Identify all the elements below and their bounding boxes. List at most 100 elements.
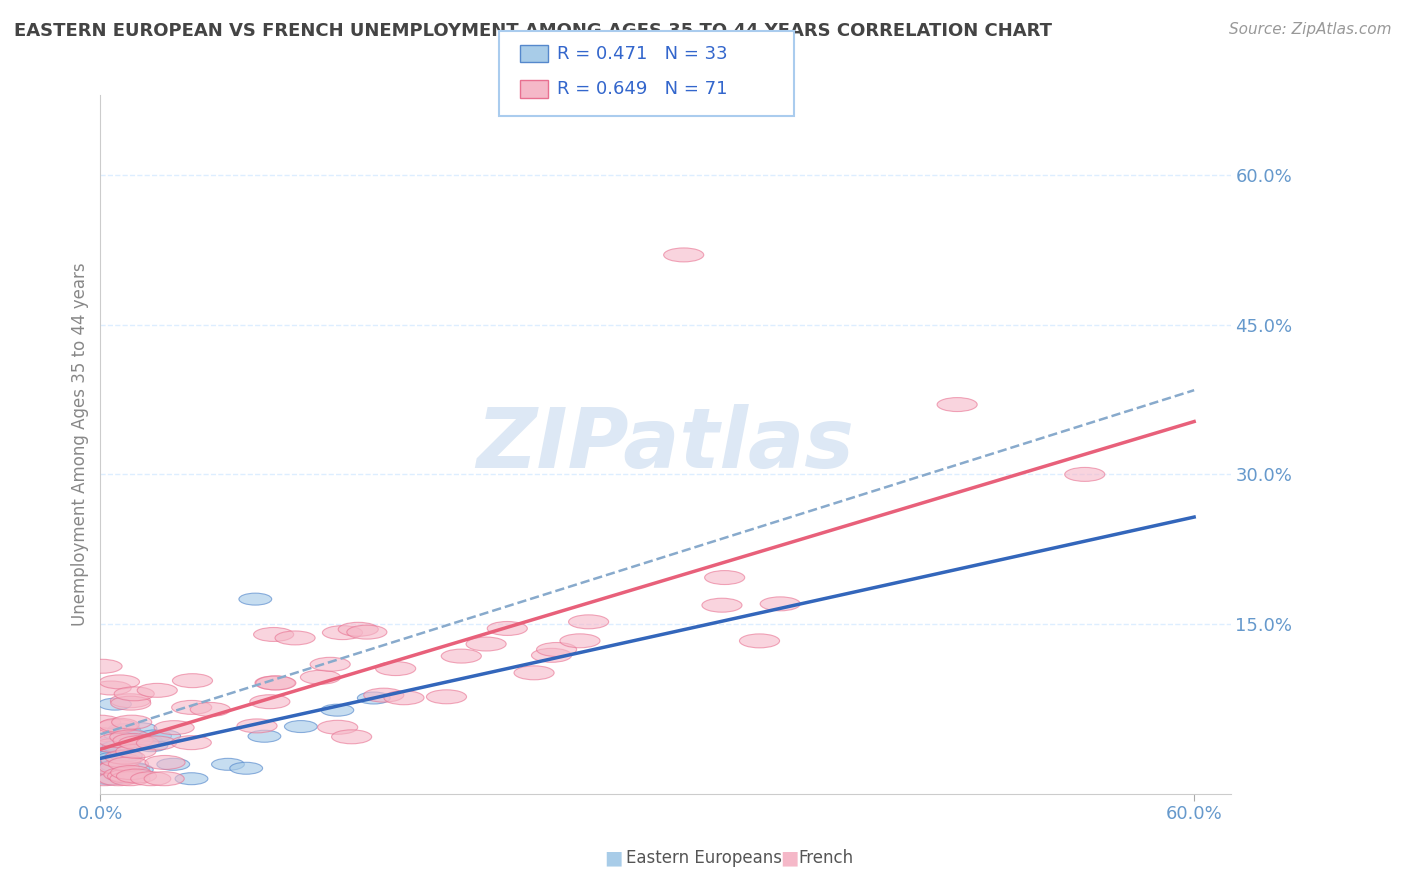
Ellipse shape: [103, 740, 135, 753]
Ellipse shape: [190, 702, 231, 716]
Ellipse shape: [105, 750, 145, 764]
Ellipse shape: [82, 728, 121, 742]
Ellipse shape: [93, 738, 127, 749]
Ellipse shape: [111, 715, 152, 729]
Ellipse shape: [515, 665, 554, 680]
Ellipse shape: [321, 704, 354, 716]
Ellipse shape: [364, 688, 404, 702]
Ellipse shape: [112, 729, 146, 740]
Ellipse shape: [936, 398, 977, 411]
Ellipse shape: [112, 733, 153, 747]
Ellipse shape: [145, 772, 184, 786]
Ellipse shape: [568, 615, 609, 629]
Ellipse shape: [761, 597, 800, 611]
Ellipse shape: [97, 719, 138, 733]
Ellipse shape: [94, 739, 134, 753]
Ellipse shape: [176, 772, 208, 785]
Ellipse shape: [211, 758, 245, 771]
Ellipse shape: [90, 764, 122, 776]
Ellipse shape: [101, 754, 141, 767]
Ellipse shape: [173, 673, 212, 688]
Text: ZIPatlas: ZIPatlas: [477, 404, 855, 485]
Ellipse shape: [84, 772, 124, 786]
Ellipse shape: [238, 719, 277, 733]
Ellipse shape: [97, 764, 129, 777]
Ellipse shape: [347, 625, 387, 640]
Ellipse shape: [276, 631, 315, 645]
Ellipse shape: [129, 734, 162, 747]
Ellipse shape: [704, 571, 745, 584]
Ellipse shape: [318, 721, 357, 734]
Ellipse shape: [135, 739, 167, 752]
Ellipse shape: [560, 634, 600, 648]
Ellipse shape: [740, 634, 779, 648]
Ellipse shape: [339, 623, 378, 636]
Ellipse shape: [284, 721, 318, 732]
Y-axis label: Unemployment Among Ages 35 to 44 years: Unemployment Among Ages 35 to 44 years: [72, 262, 89, 626]
Ellipse shape: [155, 721, 194, 735]
Ellipse shape: [247, 731, 281, 742]
Text: Eastern Europeans: Eastern Europeans: [626, 849, 782, 867]
Ellipse shape: [124, 723, 157, 735]
Ellipse shape: [239, 593, 271, 605]
Ellipse shape: [117, 763, 149, 774]
Ellipse shape: [100, 760, 139, 774]
Ellipse shape: [256, 676, 295, 690]
Ellipse shape: [98, 733, 138, 747]
Ellipse shape: [254, 676, 295, 690]
Ellipse shape: [322, 625, 363, 640]
Ellipse shape: [100, 760, 134, 772]
Ellipse shape: [375, 662, 416, 675]
Ellipse shape: [138, 683, 177, 698]
Ellipse shape: [488, 622, 527, 635]
Ellipse shape: [115, 744, 156, 758]
Ellipse shape: [145, 756, 186, 770]
Ellipse shape: [139, 730, 172, 742]
Ellipse shape: [441, 649, 481, 663]
Ellipse shape: [131, 772, 170, 786]
Ellipse shape: [357, 692, 391, 704]
Ellipse shape: [111, 694, 150, 707]
Ellipse shape: [465, 637, 506, 651]
Ellipse shape: [107, 769, 148, 783]
Ellipse shape: [110, 730, 150, 744]
Ellipse shape: [531, 648, 572, 663]
Text: ■: ■: [780, 848, 799, 868]
Ellipse shape: [91, 747, 124, 759]
Ellipse shape: [108, 723, 141, 736]
Ellipse shape: [111, 765, 150, 780]
Ellipse shape: [229, 763, 263, 774]
Ellipse shape: [82, 659, 122, 673]
Ellipse shape: [97, 752, 129, 764]
Ellipse shape: [118, 736, 159, 750]
Ellipse shape: [114, 687, 155, 701]
Ellipse shape: [111, 696, 150, 710]
Ellipse shape: [91, 681, 131, 695]
Ellipse shape: [80, 715, 121, 729]
Ellipse shape: [104, 767, 143, 781]
Ellipse shape: [94, 772, 128, 785]
Text: R = 0.649   N = 71: R = 0.649 N = 71: [557, 80, 727, 98]
Ellipse shape: [1064, 467, 1105, 482]
Ellipse shape: [94, 762, 135, 776]
Ellipse shape: [98, 698, 131, 710]
Ellipse shape: [100, 675, 139, 689]
Text: ■: ■: [605, 848, 623, 868]
Ellipse shape: [157, 758, 190, 771]
Ellipse shape: [664, 248, 704, 262]
Ellipse shape: [121, 764, 153, 776]
Ellipse shape: [537, 642, 576, 657]
Ellipse shape: [148, 730, 180, 742]
Ellipse shape: [98, 718, 139, 732]
Text: R = 0.471   N = 33: R = 0.471 N = 33: [557, 45, 727, 62]
Ellipse shape: [250, 695, 290, 708]
Ellipse shape: [110, 772, 150, 786]
Ellipse shape: [87, 744, 121, 756]
Ellipse shape: [172, 700, 212, 714]
Ellipse shape: [91, 772, 124, 785]
Text: EASTERN EUROPEAN VS FRENCH UNEMPLOYMENT AMONG AGES 35 TO 44 YEARS CORRELATION CH: EASTERN EUROPEAN VS FRENCH UNEMPLOYMENT …: [14, 22, 1052, 40]
Ellipse shape: [94, 750, 128, 763]
Ellipse shape: [136, 736, 177, 750]
Ellipse shape: [110, 749, 142, 762]
Ellipse shape: [301, 670, 340, 684]
